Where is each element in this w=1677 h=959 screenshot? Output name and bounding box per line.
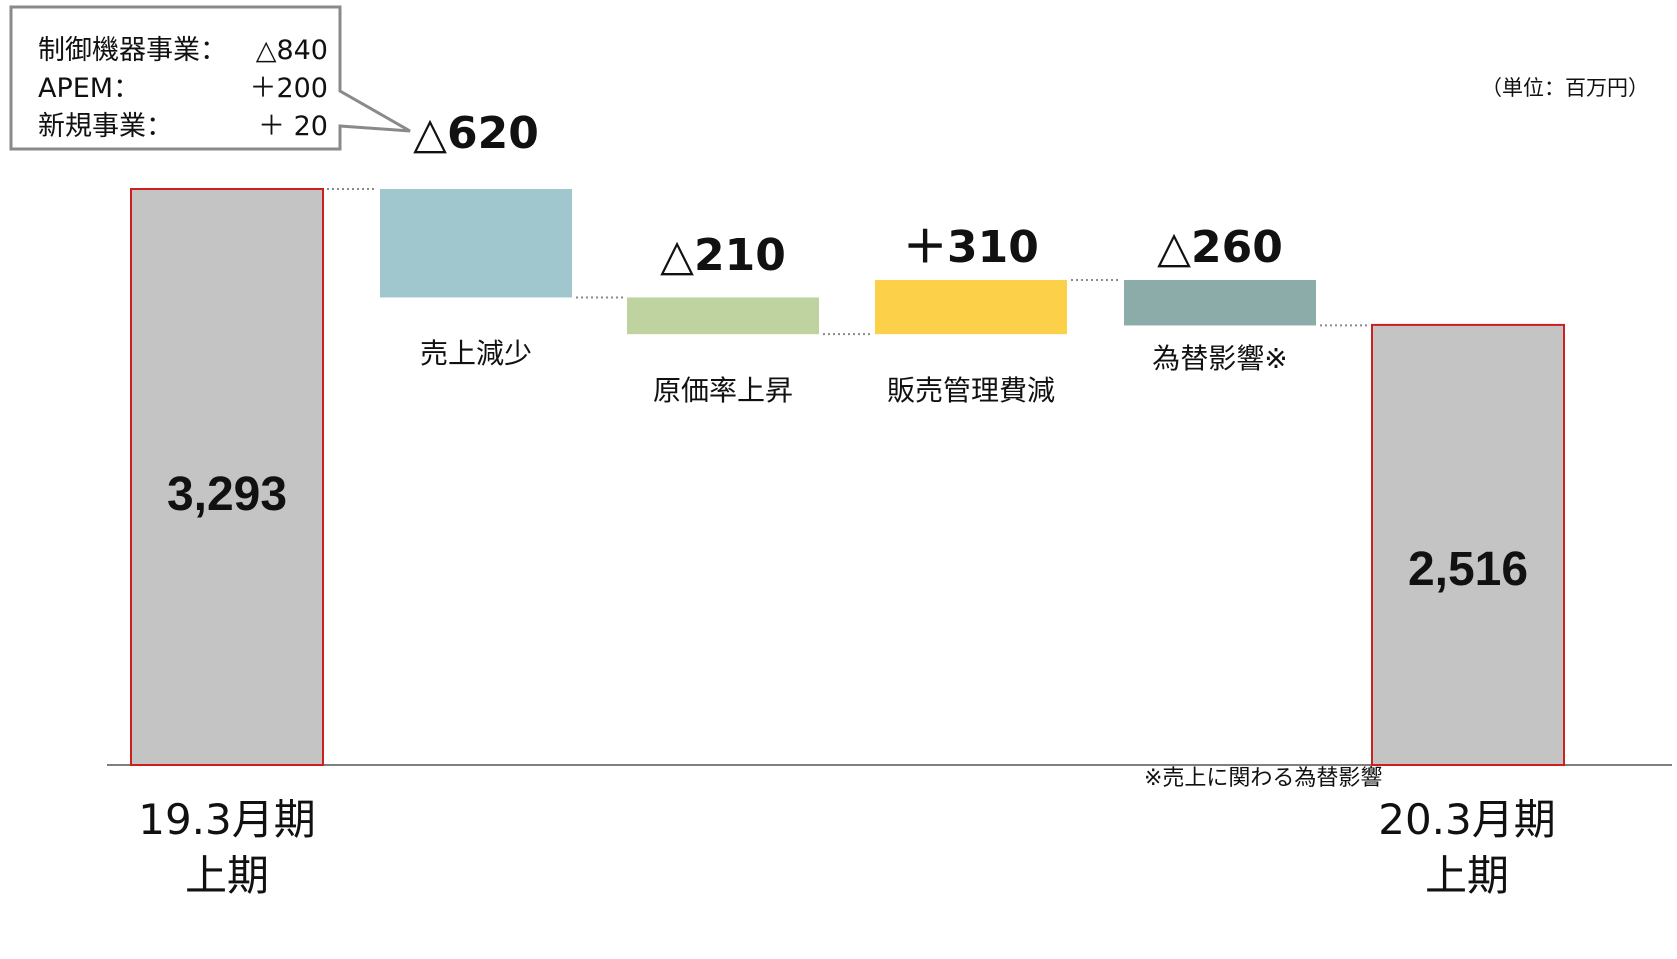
bar-delta xyxy=(627,297,819,335)
bar-delta xyxy=(1124,279,1316,326)
callout-row: 制御機器事業： △840 xyxy=(38,32,358,70)
category-label: 原価率上昇 xyxy=(653,374,793,407)
unit-note: （単位：百万円） xyxy=(1481,76,1649,100)
period-label-line: 上期 xyxy=(1424,851,1509,900)
period-label-line: 20.3月期 xyxy=(1378,795,1556,844)
period-label-line: 上期 xyxy=(184,851,269,900)
callout-bubble-shape xyxy=(9,5,411,151)
callout-row: 新規事業： ＋ 20 xyxy=(38,108,358,146)
delta-value-label: ＋310 xyxy=(903,222,1039,273)
callout-breakdown: 制御機器事業： △840 APEM： ＋200 新規事業： ＋ 20 xyxy=(38,32,358,146)
callout-row: APEM： ＋200 xyxy=(38,70,358,108)
period-label-end: 20.3月期 上期 xyxy=(1347,792,1587,904)
callout-label: APEM： xyxy=(38,73,141,104)
category-label: 販売管理費減 xyxy=(887,374,1055,407)
delta-value-label: △260 xyxy=(1157,222,1283,273)
period-label-start: 19.3月期 上期 xyxy=(107,792,347,904)
bar-total xyxy=(1371,323,1565,766)
callout-label: 新規事業： xyxy=(38,111,173,142)
delta-value-label: △210 xyxy=(660,230,786,281)
delta-value-label: △620 xyxy=(413,108,539,159)
callout-label: 制御機器事業： xyxy=(38,35,227,66)
callout-value: ＋200 xyxy=(249,73,328,104)
category-label: 売上減少 xyxy=(420,337,532,370)
callout-box: 制御機器事業： △840 APEM： ＋200 新規事業： ＋ 20 xyxy=(9,5,411,151)
bar-total xyxy=(130,188,324,766)
category-label: 為替影響※ xyxy=(1152,342,1287,375)
callout-value: ＋ 20 xyxy=(258,111,328,142)
period-label-line: 19.3月期 xyxy=(138,795,316,844)
bar-value-label: 2,516 xyxy=(1408,543,1528,596)
bar-delta xyxy=(875,279,1067,335)
footnote: ※売上に関わる為替影響 xyxy=(1144,766,1383,791)
bar-value-label: 3,293 xyxy=(167,468,287,521)
bar-delta xyxy=(380,189,572,298)
callout-value: △840 xyxy=(255,35,328,66)
